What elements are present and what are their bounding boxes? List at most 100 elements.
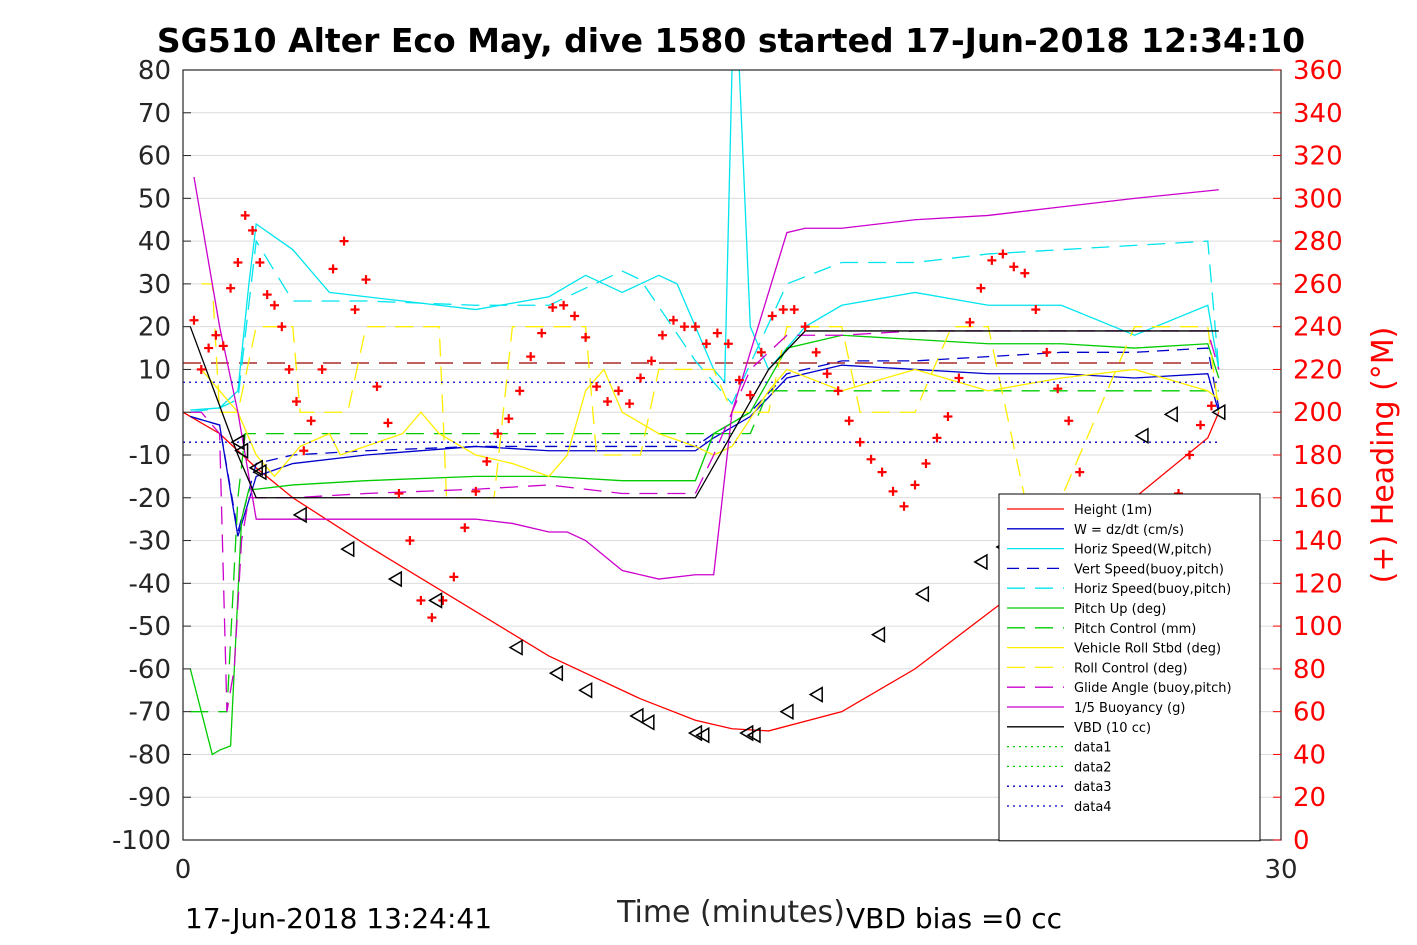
y2-tick-label: 220	[1293, 355, 1343, 385]
legend-label: data4	[1074, 800, 1112, 815]
heading-point	[822, 369, 832, 379]
legend-label: VBD (10 cc)	[1074, 721, 1151, 736]
heading-point	[328, 264, 338, 274]
heading-point	[800, 322, 810, 332]
series-vbd	[189, 326, 1219, 499]
heading-point	[548, 302, 558, 312]
heading-point	[317, 364, 327, 374]
x-axis-label: Time (minutes)	[616, 895, 845, 930]
y2-tick-label: 240	[1293, 313, 1343, 343]
depth-marker	[292, 506, 307, 524]
heading-point	[427, 613, 437, 623]
depth-marker	[1163, 406, 1178, 423]
heading-point	[723, 339, 733, 349]
heading-point	[248, 225, 258, 235]
y2-tick-label: 80	[1293, 655, 1326, 685]
y2-tick-label: 0	[1293, 826, 1310, 856]
heading-point	[1020, 268, 1030, 278]
x-axis-ticks: 0 30	[175, 832, 1298, 885]
heading-point	[899, 501, 909, 511]
depth-marker	[746, 726, 761, 744]
depth-marker	[252, 463, 267, 481]
legend-label: Height (1m)	[1074, 503, 1152, 518]
heading-point	[910, 480, 920, 490]
heading-point	[1206, 401, 1216, 411]
heading-point	[877, 467, 887, 477]
heading-point	[405, 536, 415, 546]
heading-point	[493, 429, 503, 439]
heading-point	[855, 437, 865, 447]
y2-tick-label: 40	[1293, 740, 1326, 770]
depth-marker	[973, 553, 988, 571]
legend: Height (1m) W = dz/dt (cm/s) Horiz Speed(W…	[998, 493, 1261, 842]
y2-tick-label: 260	[1293, 270, 1343, 300]
heading-point	[1042, 347, 1052, 357]
heading-point	[646, 356, 656, 366]
y-tick-label: 60	[138, 142, 171, 172]
heading-point	[416, 595, 426, 605]
heading-point	[226, 283, 236, 293]
y-tick-label: -50	[129, 612, 171, 642]
y2-tick-label: 280	[1293, 227, 1343, 257]
heading-point	[270, 300, 279, 310]
heading-point	[833, 386, 843, 396]
heading-point	[844, 416, 854, 426]
heading-point	[581, 332, 591, 342]
heading-point	[1031, 305, 1041, 315]
heading-point	[277, 322, 287, 332]
heading-point	[438, 595, 448, 605]
heading-point	[471, 486, 481, 496]
depth-marker	[870, 626, 886, 643]
heading-point	[240, 210, 250, 220]
heading-point	[299, 446, 309, 456]
heading-point	[668, 315, 678, 325]
y2-tick-label: 200	[1293, 398, 1343, 428]
depth-marker	[1134, 427, 1149, 445]
heading-point	[679, 322, 689, 332]
legend-label: Horiz Speed(buoy,pitch)	[1074, 582, 1231, 597]
heading-point	[537, 328, 547, 338]
heading-point	[712, 328, 722, 338]
heading-point	[954, 373, 964, 383]
y-axis-right-ticks: 3603403203002802602402202001801601401201…	[1273, 56, 1343, 856]
legend-label: Horiz Speed(W,pitch)	[1074, 543, 1212, 558]
depth-marker	[1211, 403, 1226, 421]
heading-point	[394, 489, 404, 498]
y2-tick-label: 300	[1293, 184, 1343, 214]
depth-marker	[695, 726, 710, 744]
heading-point	[943, 412, 953, 421]
depth-marker	[340, 540, 355, 558]
heading-point	[789, 305, 799, 315]
heading-point	[932, 433, 942, 443]
heading-point	[1185, 450, 1194, 460]
heading-point	[778, 305, 788, 315]
legend-label: Glide Angle (buoy,pitch)	[1074, 681, 1232, 696]
legend-label: Roll Control (deg)	[1074, 661, 1188, 676]
y-tick-label: -10	[129, 441, 171, 471]
legend-label: data2	[1074, 760, 1112, 775]
series-lines	[183, 70, 1220, 756]
series-pitch_up	[189, 334, 1220, 756]
depth-marker	[230, 433, 245, 451]
heading-point	[339, 236, 349, 246]
depth-marker	[779, 703, 794, 720]
footer-timestamp: 17-Jun-2018 13:24:41	[185, 902, 492, 935]
heading-point	[1195, 420, 1205, 430]
depth-marker	[629, 707, 644, 725]
y2-tick-label: 140	[1293, 527, 1343, 557]
depth-marker	[387, 570, 403, 588]
footer-vbd-bias: VBD bias =0 cc	[846, 902, 1062, 935]
y-tick-label: 80	[138, 56, 171, 86]
depth-marker	[428, 592, 443, 609]
y2-axis-label: (+) Heading (°M)	[1366, 327, 1401, 584]
y2-tick-label: 180	[1293, 441, 1343, 471]
y2-tick-label: 160	[1293, 484, 1343, 514]
y-tick-label: 70	[138, 99, 171, 129]
y-tick-label: 50	[138, 184, 171, 214]
heading-point	[482, 456, 492, 466]
y-tick-label: -40	[129, 569, 171, 599]
depth-marker	[234, 442, 249, 460]
heading-point	[1053, 384, 1063, 394]
y-tick-label: -80	[129, 740, 171, 770]
heading-point	[998, 249, 1008, 259]
